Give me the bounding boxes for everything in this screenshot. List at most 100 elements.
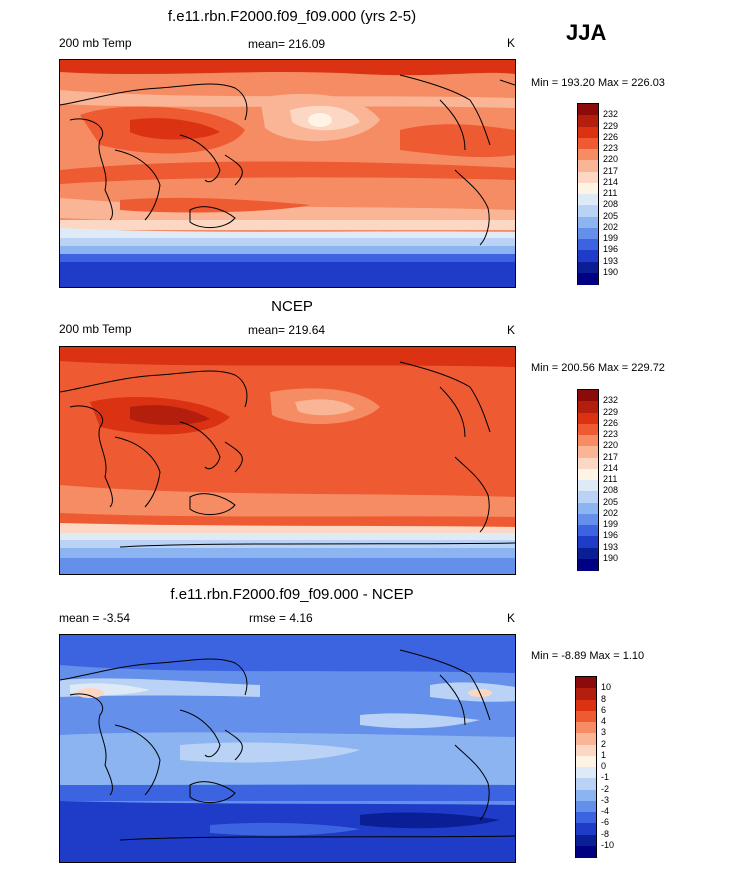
colorbar-tick-label: 220	[603, 154, 619, 165]
panel2-map-field	[60, 347, 515, 574]
panel3-map	[59, 634, 516, 863]
colorbar-tick-label: 208	[603, 199, 619, 210]
colorbar-tick-label: 205	[603, 496, 619, 507]
colorbar-tick-label: 0	[601, 761, 607, 771]
colorbar-swatch	[576, 812, 596, 824]
colorbar-tick-label: -3	[601, 794, 610, 805]
colorbar-swatch	[578, 250, 598, 263]
colorbar-swatch	[578, 446, 598, 459]
colorbar-swatch	[578, 171, 598, 184]
colorbar-swatch	[576, 789, 596, 802]
season-label: JJA	[566, 20, 607, 45]
colorbar-swatch	[578, 104, 598, 116]
colorbar-tick-label: 196	[603, 530, 619, 541]
colorbar-tick-label: 229	[603, 120, 619, 131]
colorbar-tick-label: 229	[603, 406, 619, 417]
colorbar-tick-label: 208	[603, 485, 619, 496]
colorbar-swatch	[578, 412, 598, 425]
panel3-title: f.e11.rbn.F2000.f09_f09.000 - NCEP	[170, 586, 414, 603]
colorbar-tick-label: 220	[603, 440, 619, 451]
colorbar-swatch	[578, 216, 598, 229]
panel3-colorbar	[575, 676, 597, 858]
panel2-left-label: 200 mb Temp	[59, 322, 132, 336]
colorbar-swatch	[578, 491, 598, 504]
panel2-mean-label: mean= 219.64	[248, 323, 326, 337]
colorbar-tick-label: 196	[603, 244, 619, 255]
colorbar-swatch	[578, 480, 598, 492]
panel1-title: f.e11.rbn.F2000.f09_f09.000 (yrs 2-5)	[167, 8, 417, 25]
colorbar-swatch	[578, 115, 598, 128]
colorbar-swatch	[578, 160, 598, 173]
colorbar-tick-label: 1	[601, 749, 607, 760]
colorbar-swatch	[578, 182, 598, 195]
colorbar-tick-label: 8	[601, 693, 607, 704]
colorbar-tick-label: -1	[601, 772, 610, 783]
colorbar-tick-label: -4	[601, 806, 610, 816]
colorbar-tick-label: 3	[601, 727, 607, 738]
colorbar-swatch	[576, 688, 596, 701]
colorbar-tick-label: -10	[601, 839, 615, 850]
colorbar-swatch	[578, 239, 598, 251]
colorbar-tick-label: 202	[603, 507, 619, 518]
panel3-units: K	[507, 611, 516, 625]
colorbar-tick-label: 217	[603, 165, 619, 176]
colorbar-swatch	[576, 710, 596, 723]
colorbar-swatch	[578, 435, 598, 447]
panel2-units: K	[507, 323, 516, 337]
colorbar-swatch	[578, 194, 598, 206]
colorbar-swatch	[576, 699, 596, 712]
colorbar-swatch	[578, 525, 598, 537]
colorbar-swatch	[578, 423, 598, 436]
colorbar-swatch	[576, 755, 596, 768]
colorbar-tick-label: 211	[603, 188, 618, 198]
colorbar-tick-label: 190	[603, 552, 619, 563]
colorbar-swatch	[578, 137, 598, 150]
colorbar-swatch	[576, 722, 596, 734]
panel3-mean-label: mean = -3.54	[59, 611, 131, 625]
colorbar-swatch	[576, 778, 596, 791]
panel1-map	[59, 59, 516, 288]
panel2-colorbar	[577, 389, 599, 571]
colorbar-swatch	[578, 205, 598, 218]
colorbar-tick-label: 232	[603, 395, 619, 406]
colorbar-tick-label: 202	[603, 221, 619, 232]
colorbar-swatch	[576, 800, 596, 813]
colorbar-swatch	[578, 468, 598, 481]
colorbar-tick-label: 223	[603, 143, 619, 153]
colorbar-tick-label: 6	[601, 704, 607, 715]
panel1-mean-label: mean= 216.09	[248, 37, 326, 51]
panel2-map	[59, 346, 516, 575]
colorbar-tick-label: -2	[601, 783, 610, 794]
colorbar-tick-label: 190	[603, 266, 619, 277]
colorbar-swatch	[576, 834, 596, 847]
colorbar-swatch	[578, 457, 598, 470]
colorbar-swatch	[578, 390, 598, 402]
panel2-minmax: Min = 200.56 Max = 229.72	[531, 362, 665, 374]
colorbar-tick-label: 205	[603, 210, 619, 221]
colorbar-swatch	[578, 513, 598, 526]
panel1-colorbar	[577, 103, 599, 285]
colorbar-tick-label: -6	[601, 817, 610, 828]
colorbar-swatch	[578, 261, 598, 274]
colorbar-swatch	[576, 845, 596, 858]
colorbar-swatch	[576, 767, 596, 779]
colorbar-tick-label: 199	[603, 519, 619, 529]
colorbar-tick-label: 223	[603, 429, 619, 439]
colorbar-tick-label: 193	[603, 541, 619, 552]
colorbar-swatch	[578, 149, 598, 161]
colorbar-tick-label: 10	[601, 682, 612, 693]
colorbar-swatch	[578, 558, 598, 571]
colorbar-tick-label: 226	[603, 417, 619, 428]
panel3-minmax: Min = -8.89 Max = 1.10	[531, 650, 645, 662]
colorbar-swatch	[578, 547, 598, 560]
colorbar-tick-label: 199	[603, 233, 619, 243]
colorbar-swatch	[576, 744, 596, 757]
panel1-left-label: 200 mb Temp	[59, 36, 132, 50]
colorbar-tick-label: 232	[603, 109, 619, 120]
panel1-units: K	[507, 36, 516, 50]
panel2-title: NCEP	[271, 298, 313, 315]
colorbar-swatch	[578, 227, 598, 240]
colorbar-swatch	[578, 502, 598, 515]
colorbar-tick-label: 214	[603, 462, 619, 473]
colorbar-tick-label: -8	[601, 828, 610, 839]
